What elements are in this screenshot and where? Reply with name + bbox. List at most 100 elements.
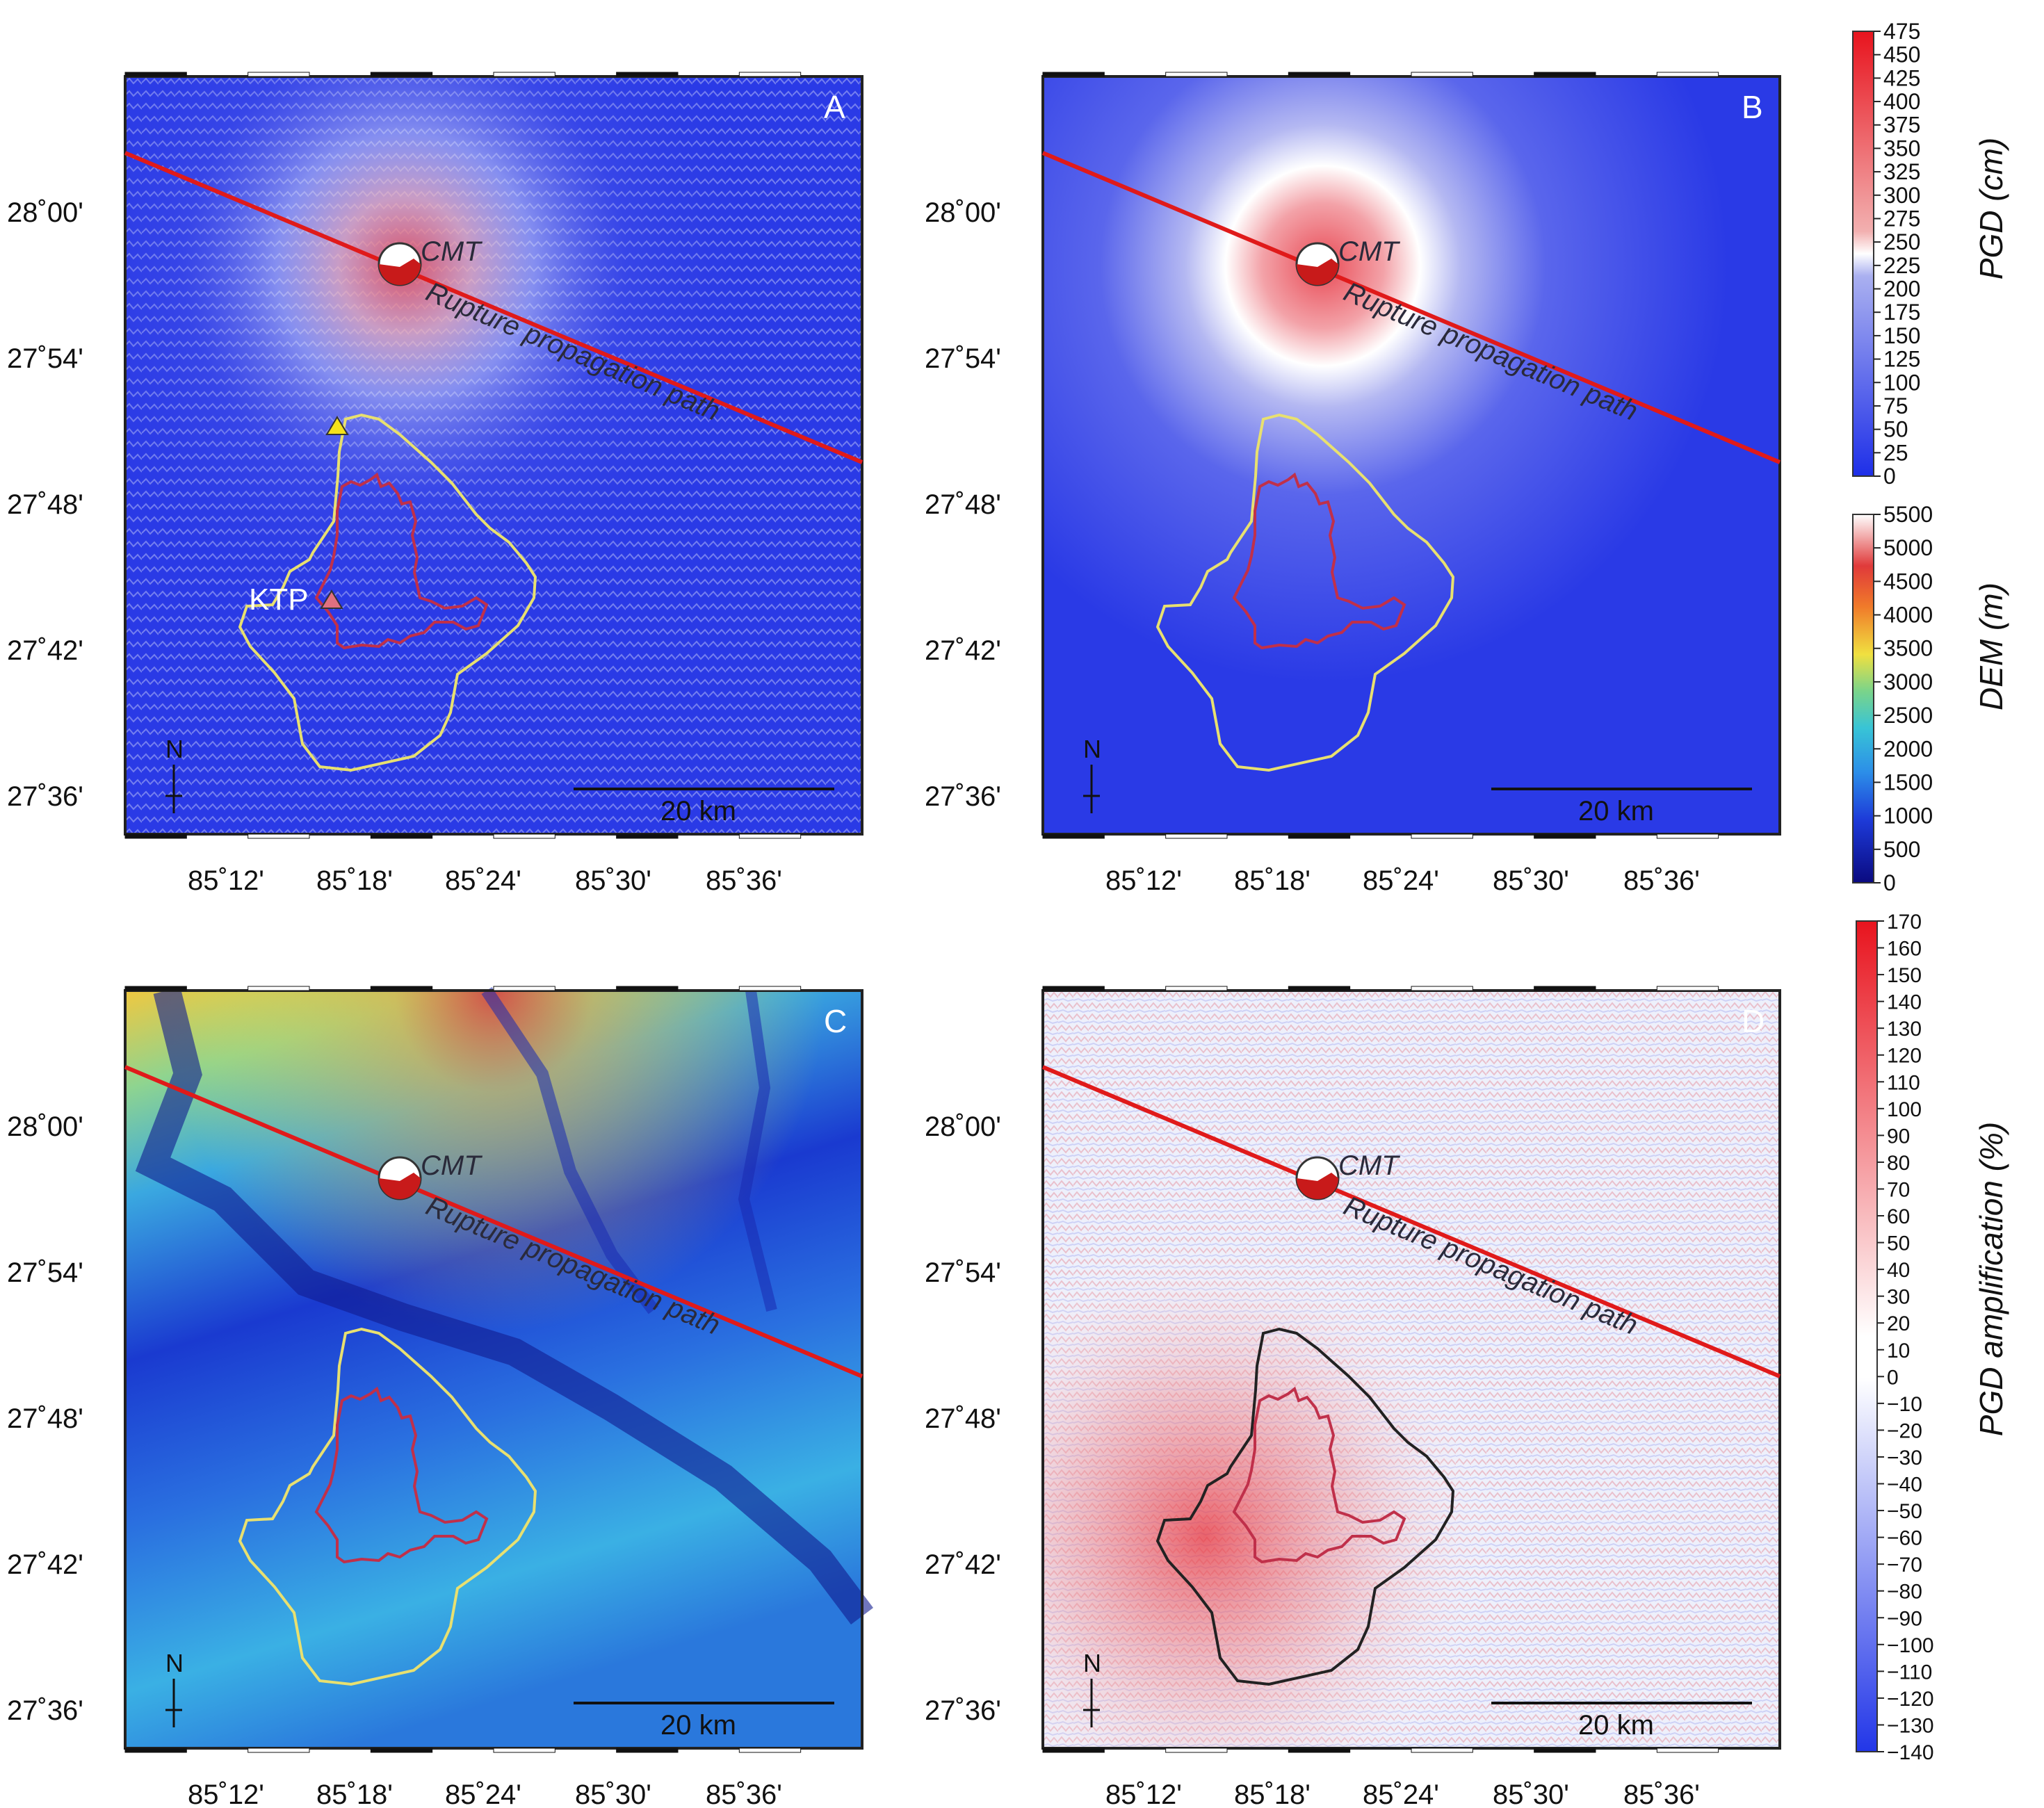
latitude-label: 27˚42' [7,1549,83,1580]
longitude-label: 85˚30' [1493,865,1569,896]
ktp-triangle-icon [320,589,343,609]
colorbar-title: DEM (m) [1973,583,2009,710]
frame-tick [1656,1748,1719,1753]
colorbar-tick-label: −80 [1887,1581,1922,1604]
latitude-label: 27˚54' [925,1257,1001,1288]
frame-tick [1042,1748,1105,1753]
colorbar-tick-label: 3000 [1883,669,1933,694]
cmt-label: CMT [1338,236,1400,267]
cmt-beachball-icon [378,242,422,286]
panel-letter: B [1742,89,1763,125]
frame-tick [1534,833,1596,839]
city-outline [314,1386,489,1564]
colorbar-tick-label: 150 [1887,964,1922,987]
colorbar-tick-label: 40 [1887,1259,1910,1282]
scale-bar-label: 20 km [660,1710,736,1741]
colorbar-tick-label: −90 [1887,1607,1922,1630]
latitude-label: 27˚54' [925,343,1001,374]
scale-bar-label: 20 km [660,796,736,826]
colorbar-tick-label: 160 [1887,938,1922,961]
colorbar-tick-label: 70 [1887,1178,1910,1201]
frame-tick [738,833,802,839]
frame-tick [124,986,187,991]
latitude-label: 28˚00' [7,197,83,228]
latitude-label: 27˚36' [925,781,1001,812]
north-arrow-icon: N [165,1649,184,1727]
longitude-label: 85˚30' [1493,1780,1569,1808]
longitude-label: 85˚12' [1105,1780,1182,1808]
frame-tick [1411,1748,1473,1753]
rupture-line [124,1065,863,1378]
rupture-line [1041,1065,1781,1378]
colorbar-tick-label: 275 [1883,206,1920,231]
colorbar-tick-label: −10 [1887,1393,1922,1416]
longitude-label: 85˚24' [1363,865,1439,896]
longitude-label: 85˚12' [188,1780,264,1808]
longitude-label: 85˚24' [1363,1780,1439,1808]
colorbar-tick-label: 3500 [1883,636,1933,661]
colorbar-tick-label: 0 [1883,464,1896,489]
colorbar-tick-label: 100 [1887,1098,1922,1121]
colorbar-title: PGD (cm) [1973,138,2009,279]
colorbar-tick-label: 200 [1883,277,1920,302]
colorbar-tick-label: −40 [1887,1474,1922,1497]
colorbar-tick-label: 175 [1883,300,1920,325]
colorbar-tick-label: −100 [1887,1634,1934,1657]
frame-tick [1534,72,1596,77]
north-arrow-icon: N [1083,735,1101,813]
ktp-label: KTP [249,583,309,617]
valley-outline [1155,413,1455,772]
beachball-compression [379,1173,421,1199]
frame-tick [1288,986,1351,991]
colorbar-tick-label: 25 [1883,440,1908,465]
longitude-label: 85˚24' [445,1780,521,1808]
longitude-label: 85˚18' [316,1780,393,1808]
pgd-hotspot [125,76,862,834]
frame-tick [1165,72,1228,77]
colorbar-tick-label: 0 [1883,870,1896,895]
city-outline [1232,1386,1406,1564]
colorbar-tick-label: 2000 [1883,736,1933,761]
frame-tick [124,1748,187,1753]
colorbar-tick-label: 10 [1887,1339,1910,1362]
frame-tick [1288,1748,1351,1753]
frame-tick [1411,833,1473,839]
frame-tick [1165,833,1228,839]
longitude-label: 85˚30' [575,865,651,896]
colorbar-tick-label: −70 [1887,1554,1922,1577]
panel-letter: A [824,89,845,125]
colorbar-tick-label: −20 [1887,1419,1922,1442]
colorbar-tick-label: 225 [1883,253,1920,278]
colorbar-tick-label: −60 [1887,1527,1922,1550]
latitude-label: 27˚54' [7,343,83,374]
frame-tick [493,833,555,839]
north-arrow-icon: N [165,735,184,813]
colorbar-ramp [1856,920,1878,1752]
colorbar-tick-label: 0 [1887,1366,1899,1389]
rupture-line [124,151,863,464]
colorbar-tick-label: 130 [1887,1018,1922,1041]
frame-tick [738,986,802,991]
amplification-hotspot [1043,991,1780,1748]
frame-tick [738,72,802,77]
north-label: N [1083,735,1101,763]
frame-tick [248,1748,310,1753]
rupture-line [1041,151,1781,464]
frame-tick [1656,833,1719,839]
frame-tick [1042,72,1105,77]
colorbar-tick-label: 125 [1883,347,1920,372]
colorbar-tick-label: 325 [1883,159,1920,184]
colorbar-tick-label: 5500 [1883,502,1933,527]
colorbar-tick-label: −130 [1887,1714,1934,1737]
river-tributary [481,987,659,1314]
frame-tick [738,1748,802,1753]
colorbar-tick-label: 400 [1883,89,1920,114]
longitude-label: 85˚36' [1623,1780,1700,1808]
beachball-compression [1297,259,1338,285]
colorbar-tick-label: 20 [1887,1312,1910,1335]
longitude-label: 85˚12' [1105,865,1182,896]
